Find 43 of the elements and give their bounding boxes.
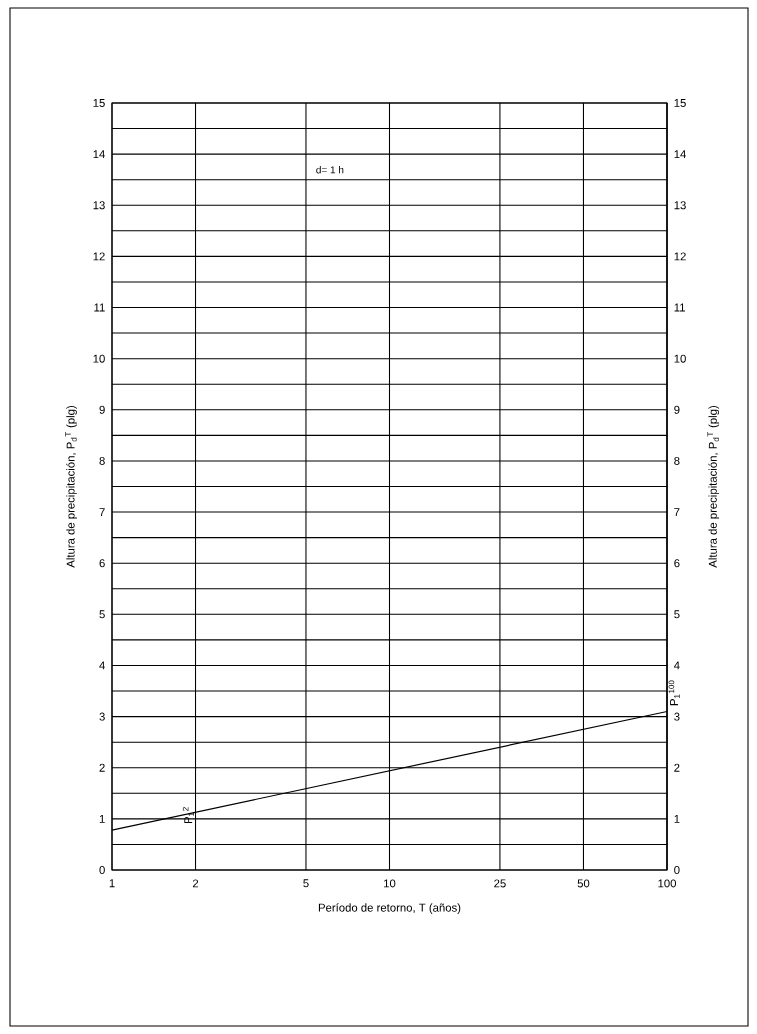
x-tick-label: 2 (192, 879, 199, 888)
y-tick-label: 0 (99, 865, 105, 874)
y-tick-label: 5 (99, 610, 105, 619)
y-tick-label: 14 (93, 150, 105, 159)
y-axis-title: Altura de precipitación, P$_{d}$$^{T}$ (plg) (65, 405, 77, 568)
y2-axis-title: Altura de precipitación, P$_{d}$$^{T}$ (plg) (707, 405, 720, 568)
y2-tick-label: 12 (674, 252, 686, 261)
y-tick-label: 15 (93, 99, 105, 107)
y-tick-label: 1 (99, 814, 105, 823)
y2-tick-label: 7 (674, 508, 680, 516)
x-tick-label: 50 (577, 879, 590, 888)
y-tick-label: 11 (94, 303, 105, 312)
y2-tick-label: 9 (674, 405, 680, 414)
y2-tick-label: 8 (674, 456, 680, 465)
x-tick-label: 1 (109, 879, 115, 888)
y-tick-label: 12 (93, 252, 105, 261)
y2-tick-label: 11 (674, 303, 685, 312)
x-tick-label: 5 (303, 879, 309, 888)
annotation: d= 1 h (316, 166, 344, 174)
y2-tick-label: 0 (674, 865, 680, 874)
y2-tick-label: 3 (674, 712, 680, 721)
y-tick-label: 9 (99, 405, 105, 414)
y-tick-label: 3 (99, 712, 105, 721)
y2-tick-label: 14 (674, 150, 687, 159)
y-tick-label: 4 (99, 661, 105, 670)
y-tick-label: 13 (93, 201, 105, 210)
y2-tick-label: 13 (674, 201, 686, 210)
y-tick-label: 6 (99, 559, 105, 568)
y2-tick-label: 10 (674, 354, 686, 363)
y2-tick-label: 5 (674, 610, 680, 619)
x-tick-label: 100 (658, 879, 677, 888)
y2-tick-label: 2 (674, 763, 680, 772)
y-tick-label: 7 (99, 508, 105, 516)
y-tick-label: 10 (93, 354, 105, 363)
y2-tick-label: 6 (674, 559, 680, 568)
y-tick-label: 2 (99, 763, 105, 772)
y-tick-label: 8 (99, 456, 105, 465)
x-axis-title: Período de retorno, T (años) (318, 903, 461, 914)
y2-tick-label: 4 (673, 661, 680, 670)
y2-tick-label: 15 (674, 99, 686, 107)
y2-tick-label: 1 (674, 814, 680, 823)
x-tick-label: 25 (494, 879, 506, 888)
x-tick-label: 10 (384, 879, 396, 888)
